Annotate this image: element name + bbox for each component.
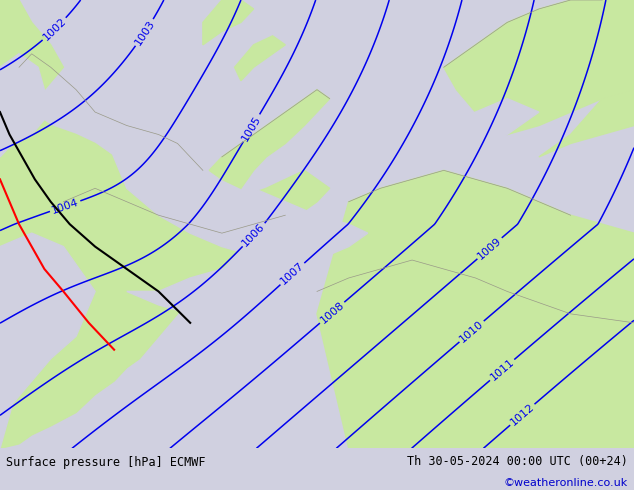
Polygon shape — [203, 0, 254, 45]
Text: 1003: 1003 — [133, 18, 157, 47]
Polygon shape — [235, 36, 285, 81]
Text: 1011: 1011 — [488, 357, 516, 383]
Polygon shape — [95, 0, 634, 256]
Text: 1002: 1002 — [41, 16, 68, 43]
Text: Th 30-05-2024 00:00 UTC (00+24): Th 30-05-2024 00:00 UTC (00+24) — [407, 455, 628, 468]
Polygon shape — [0, 233, 95, 448]
Polygon shape — [254, 171, 330, 211]
Polygon shape — [209, 90, 330, 188]
Text: ©weatheronline.co.uk: ©weatheronline.co.uk — [503, 477, 628, 488]
Text: 1004: 1004 — [50, 197, 80, 216]
Polygon shape — [127, 260, 285, 323]
Polygon shape — [539, 90, 634, 157]
Text: 1010: 1010 — [458, 318, 486, 344]
Text: 1007: 1007 — [278, 261, 306, 287]
Polygon shape — [444, 0, 634, 135]
Text: 1009: 1009 — [476, 235, 503, 261]
Text: 1008: 1008 — [318, 300, 346, 325]
Text: Surface pressure [hPa] ECMWF: Surface pressure [hPa] ECMWF — [6, 456, 206, 469]
Polygon shape — [412, 98, 539, 157]
Polygon shape — [0, 0, 241, 448]
Polygon shape — [0, 54, 51, 157]
Text: 1012: 1012 — [508, 402, 536, 428]
Text: 1005: 1005 — [240, 114, 263, 143]
Text: 1006: 1006 — [240, 221, 267, 248]
Polygon shape — [203, 188, 368, 260]
Polygon shape — [317, 171, 634, 448]
